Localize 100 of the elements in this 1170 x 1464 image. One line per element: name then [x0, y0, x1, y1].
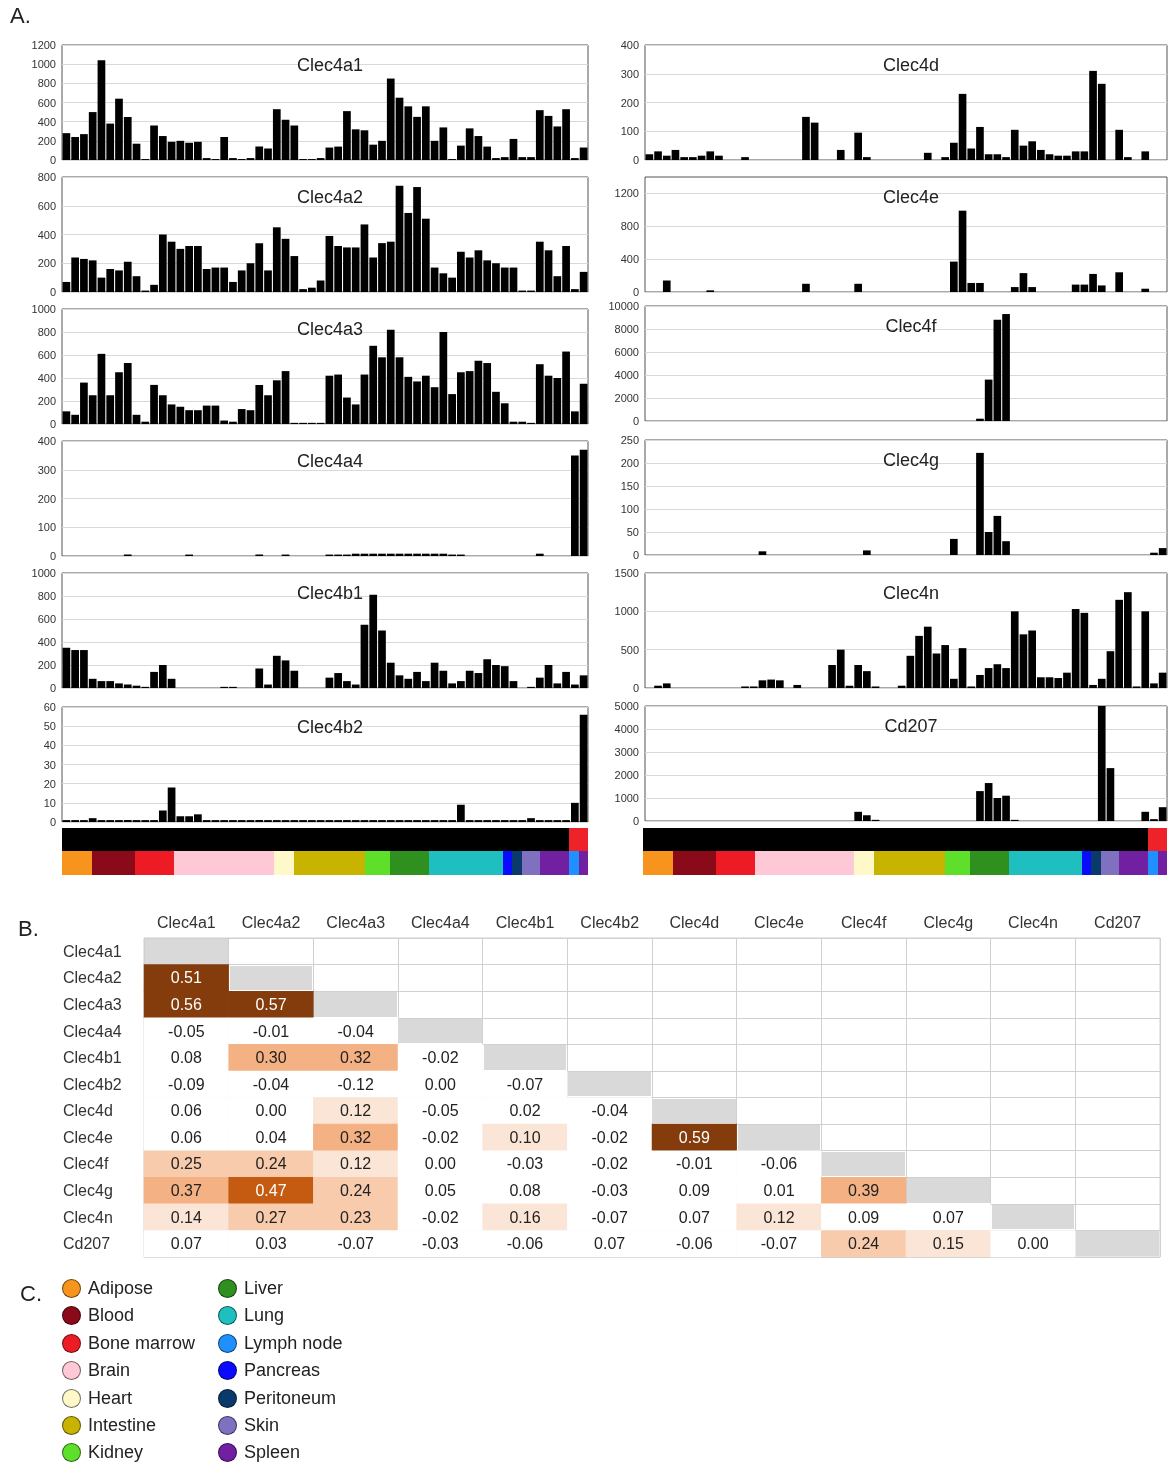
y-tick-label: 400 — [37, 115, 56, 128]
data-label: 0.10 — [509, 1128, 541, 1146]
data-label: -0.01 — [252, 1022, 290, 1040]
category-label: Spleen — [244, 1442, 301, 1464]
category-label: Pancreas — [244, 1360, 321, 1382]
y-tick-label: 400 — [620, 39, 639, 51]
data-label: 0.09 — [848, 1208, 880, 1226]
y-tick-label: 0 — [632, 415, 639, 427]
data-label: -0.07 — [337, 1235, 374, 1253]
bar — [950, 538, 958, 555]
y-tick-label: Clec4d — [63, 1102, 113, 1120]
data-label: -0.02 — [591, 1128, 628, 1146]
y-tick-label: Clec4a3 — [63, 995, 122, 1013]
text: Clec4d — [882, 55, 940, 75]
data-label: -0.07 — [506, 1075, 544, 1093]
bar — [854, 283, 862, 292]
y-tick-label: Clec4f — [63, 1155, 109, 1173]
x-tick-label: Clec4a1 — [156, 913, 216, 931]
x-tick-label: Clec4n — [1008, 913, 1058, 931]
y-tick-label: 20 — [43, 777, 56, 790]
data-label: 0.12 — [763, 1208, 795, 1226]
y-tick-label: 200 — [37, 395, 56, 407]
data-label: 0.08 — [170, 1049, 203, 1067]
data-label: 0.07 — [594, 1235, 626, 1253]
data-label: -0.03 — [591, 1182, 628, 1200]
y-tick-label: Clec4a1 — [63, 942, 122, 960]
category-label: Bone marrow — [88, 1332, 196, 1354]
data-label: -0.05 — [168, 1022, 205, 1040]
text: Clec4f — [885, 316, 938, 336]
data-label: 0.57 — [255, 995, 287, 1013]
y-tick-label: 0 — [49, 418, 56, 430]
y-tick-label: 200 — [37, 492, 56, 505]
y-tick-label: 200 — [37, 659, 56, 671]
text: Clec4b1 — [296, 583, 364, 603]
y-tick-label: 1000 — [31, 58, 56, 71]
y-tick-label: 400 — [37, 435, 56, 447]
y-tick-label: 40 — [43, 739, 56, 752]
data-label: 0.14 — [170, 1208, 203, 1226]
text: C. — [20, 1281, 42, 1307]
y-tick-label: 0 — [49, 550, 56, 562]
data-label: 0.32 — [340, 1128, 372, 1146]
data-label: -0.06 — [676, 1235, 713, 1253]
category-label: Lymph node — [244, 1332, 343, 1354]
y-tick-label: 800 — [37, 171, 56, 183]
y-tick-label: Clec4e — [63, 1128, 113, 1146]
y-tick-label: 800 — [37, 590, 56, 602]
data-label: 0.03 — [255, 1235, 287, 1253]
data-label: 0.06 — [170, 1102, 203, 1120]
x-tick-label: Clec4g — [923, 913, 974, 931]
y-tick-label: 200 — [620, 96, 639, 109]
y-tick-label: 100 — [620, 503, 639, 515]
y-tick-label: 400 — [620, 253, 639, 266]
data-label: 0.01 — [763, 1182, 795, 1200]
x-tick-label: Clec4b1 — [495, 913, 555, 931]
y-tick-label: 50 — [626, 526, 639, 538]
y-tick-label: 400 — [37, 228, 56, 241]
data-label: 0.00 — [255, 1102, 287, 1120]
y-tick-label: 2000 — [614, 392, 639, 404]
x-tick-label: Clec4a4 — [410, 913, 470, 931]
y-tick-label: Clec4n — [63, 1208, 113, 1226]
y-tick-label: 1000 — [614, 605, 639, 618]
y-tick-label: 400 — [37, 372, 56, 384]
y-tick-label: 0 — [632, 682, 639, 694]
text: Clec4a4 — [296, 451, 364, 471]
data-label: 0.00 — [1017, 1235, 1049, 1253]
data-label: -0.07 — [760, 1235, 798, 1253]
text: Clec4n — [882, 583, 940, 603]
x-tick-label: Clec4a3 — [326, 913, 386, 931]
data-label: 0.24 — [848, 1235, 880, 1253]
data-label: -0.07 — [591, 1208, 628, 1226]
y-tick-label: 800 — [37, 326, 56, 338]
text: B. — [18, 915, 39, 941]
data-label: -0.03 — [422, 1235, 459, 1253]
y-tick-label: 3000 — [614, 746, 639, 758]
y-tick-label: Clec4a4 — [63, 1022, 122, 1040]
data-label: 0.12 — [340, 1155, 372, 1173]
bar — [1141, 151, 1150, 160]
y-tick-label: 800 — [620, 220, 639, 233]
y-tick-label: 800 — [37, 77, 56, 90]
text: Clec4a3 — [296, 319, 364, 339]
text: Clec4b2 — [296, 717, 364, 737]
x-tick-label: Cd207 — [1094, 913, 1142, 931]
x-tick-label: Clec4f — [840, 913, 887, 931]
category-label: Heart — [88, 1387, 133, 1409]
y-tick-label: 0 — [49, 286, 56, 298]
y-tick-label: 600 — [37, 199, 56, 212]
bar — [863, 550, 871, 555]
y-tick-label: 250 — [620, 434, 639, 446]
y-tick-label: 0 — [632, 154, 639, 166]
y-tick-label: 200 — [620, 457, 639, 469]
data-label: 0.07 — [932, 1208, 965, 1226]
data-label: 0.07 — [170, 1235, 203, 1253]
data-label: 0.59 — [678, 1128, 711, 1146]
y-tick-label: Clec4b1 — [63, 1049, 122, 1067]
bar — [1115, 272, 1123, 292]
y-tick-label: 100 — [37, 521, 56, 534]
data-label: 0.07 — [678, 1208, 711, 1226]
y-tick-label: 1000 — [614, 792, 639, 804]
y-tick-label: 600 — [37, 96, 56, 109]
data-label: 0.00 — [424, 1075, 457, 1093]
